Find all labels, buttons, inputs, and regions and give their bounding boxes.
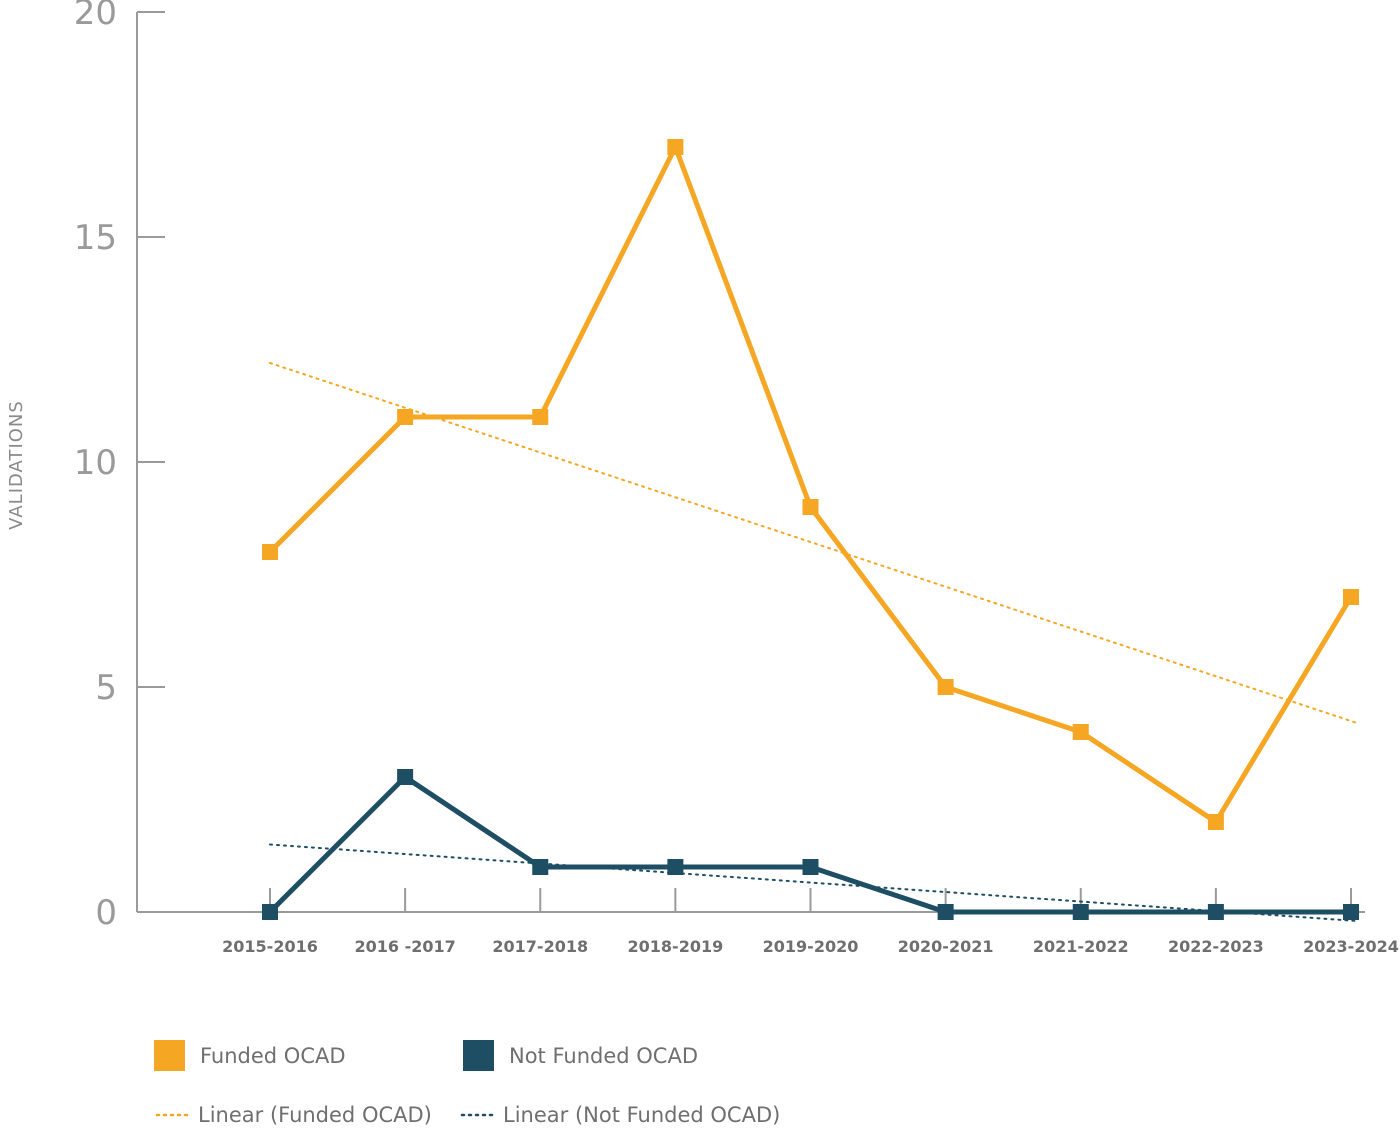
data-point-marker xyxy=(1343,904,1359,920)
x-tick-label: 2016 -2017 xyxy=(354,937,455,956)
data-point-marker xyxy=(937,679,954,695)
data-point-marker xyxy=(1343,589,1359,605)
y-tick-label: 10 xyxy=(74,443,117,483)
x-tick-label: 2015-2016 xyxy=(222,937,318,956)
data-point-marker xyxy=(802,499,819,515)
data-point-marker xyxy=(1072,904,1089,920)
data-point-marker xyxy=(532,859,549,875)
series-lines xyxy=(262,139,1359,920)
legend-label: Not Funded OCAD xyxy=(509,1044,698,1068)
x-tick-label: 2019-2020 xyxy=(763,937,859,956)
data-point-marker xyxy=(1207,904,1224,920)
data-point-marker xyxy=(262,544,278,560)
x-tick-label: 2023-2024 xyxy=(1303,937,1399,956)
data-point-marker xyxy=(397,769,414,785)
y-axis-label: VALIDATIONS xyxy=(6,400,27,530)
legend: Funded OCAD Not Funded OCAD Linear (Funded… xyxy=(154,1040,780,1127)
trendline xyxy=(269,843,1358,922)
data-point-marker xyxy=(937,904,954,920)
y-tick-label: 20 xyxy=(74,0,117,33)
trendline xyxy=(269,362,1358,724)
data-point-marker xyxy=(1072,724,1089,740)
x-ticks: 2015-2016 2016 -2017 2017-2018 2018-2019 201… xyxy=(222,888,1399,956)
x-tick-label: 2017-2018 xyxy=(492,937,588,956)
y-tick-label: 15 xyxy=(74,218,117,258)
trendlines xyxy=(269,362,1358,922)
x-tick-label: 2022-2023 xyxy=(1168,937,1264,956)
legend-label: Funded OCAD xyxy=(200,1044,346,1068)
y-ticks: 0 5 10 15 20 xyxy=(74,0,165,933)
data-point-marker xyxy=(667,859,684,875)
legend-swatch xyxy=(463,1040,494,1071)
data-point-marker xyxy=(802,859,819,875)
axes: VALIDATIONS xyxy=(6,12,1365,913)
legend-swatch xyxy=(154,1040,185,1071)
x-tick-label: 2021-2022 xyxy=(1033,937,1129,956)
y-tick-label: 0 xyxy=(95,893,117,933)
data-point-marker xyxy=(262,904,278,920)
data-point-marker xyxy=(1207,814,1224,830)
data-point-marker xyxy=(667,139,684,155)
legend-label: Linear (Not Funded OCAD) xyxy=(503,1103,780,1127)
data-point-marker xyxy=(532,409,549,425)
x-tick-label: 2020-2021 xyxy=(898,937,994,956)
series-line xyxy=(268,144,1354,825)
x-tick-label: 2018-2019 xyxy=(628,937,724,956)
legend-label: Linear (Funded OCAD) xyxy=(198,1103,432,1127)
y-tick-label: 5 xyxy=(95,668,117,708)
data-point-marker xyxy=(397,409,414,425)
